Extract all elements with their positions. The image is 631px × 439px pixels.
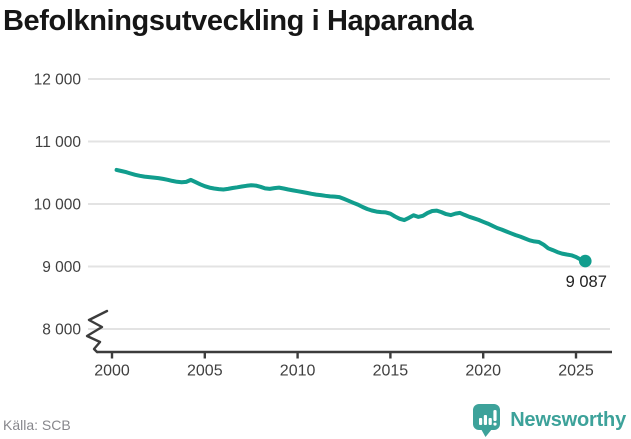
newsworthy-logo-text: Newsworthy xyxy=(510,408,626,431)
x-tick-label-2015: 2015 xyxy=(373,363,409,380)
newsworthy-chart-bubble-icon xyxy=(473,403,501,437)
y-tick-label-8000: 8 000 xyxy=(42,322,81,339)
last-value-dot xyxy=(578,254,592,268)
population-series-line xyxy=(114,167,588,264)
y-tick-label-11000: 11 000 xyxy=(35,134,82,151)
y-axis-break-squiggle-icon xyxy=(85,309,109,354)
x-axis-ticks xyxy=(110,352,578,359)
x-axis-labels: 2000 2005 2010 2015 2020 2025 xyxy=(94,363,594,380)
x-tick-label-2000: 2000 xyxy=(94,363,130,380)
source-label: Källa: SCB xyxy=(3,417,71,433)
gridlines xyxy=(88,78,610,330)
chart-title: Befolkningsutveckling i Haparanda xyxy=(3,5,474,37)
x-tick-label-2010: 2010 xyxy=(280,363,316,380)
y-tick-label-10000: 10 000 xyxy=(34,197,82,214)
x-tick-label-2005: 2005 xyxy=(187,363,223,380)
y-tick-label-12000: 12 000 xyxy=(34,72,82,89)
y-axis-labels: 8 000 9 000 10 000 11 000 12 000 xyxy=(34,72,82,339)
x-tick-label-2025: 2025 xyxy=(558,363,594,380)
last-value-label: 9 087 xyxy=(566,273,607,291)
newsworthy-logo[interactable]: Newsworthy xyxy=(472,402,626,438)
y-tick-label-9000: 9 000 xyxy=(42,259,81,276)
x-tick-label-2020: 2020 xyxy=(465,363,501,380)
